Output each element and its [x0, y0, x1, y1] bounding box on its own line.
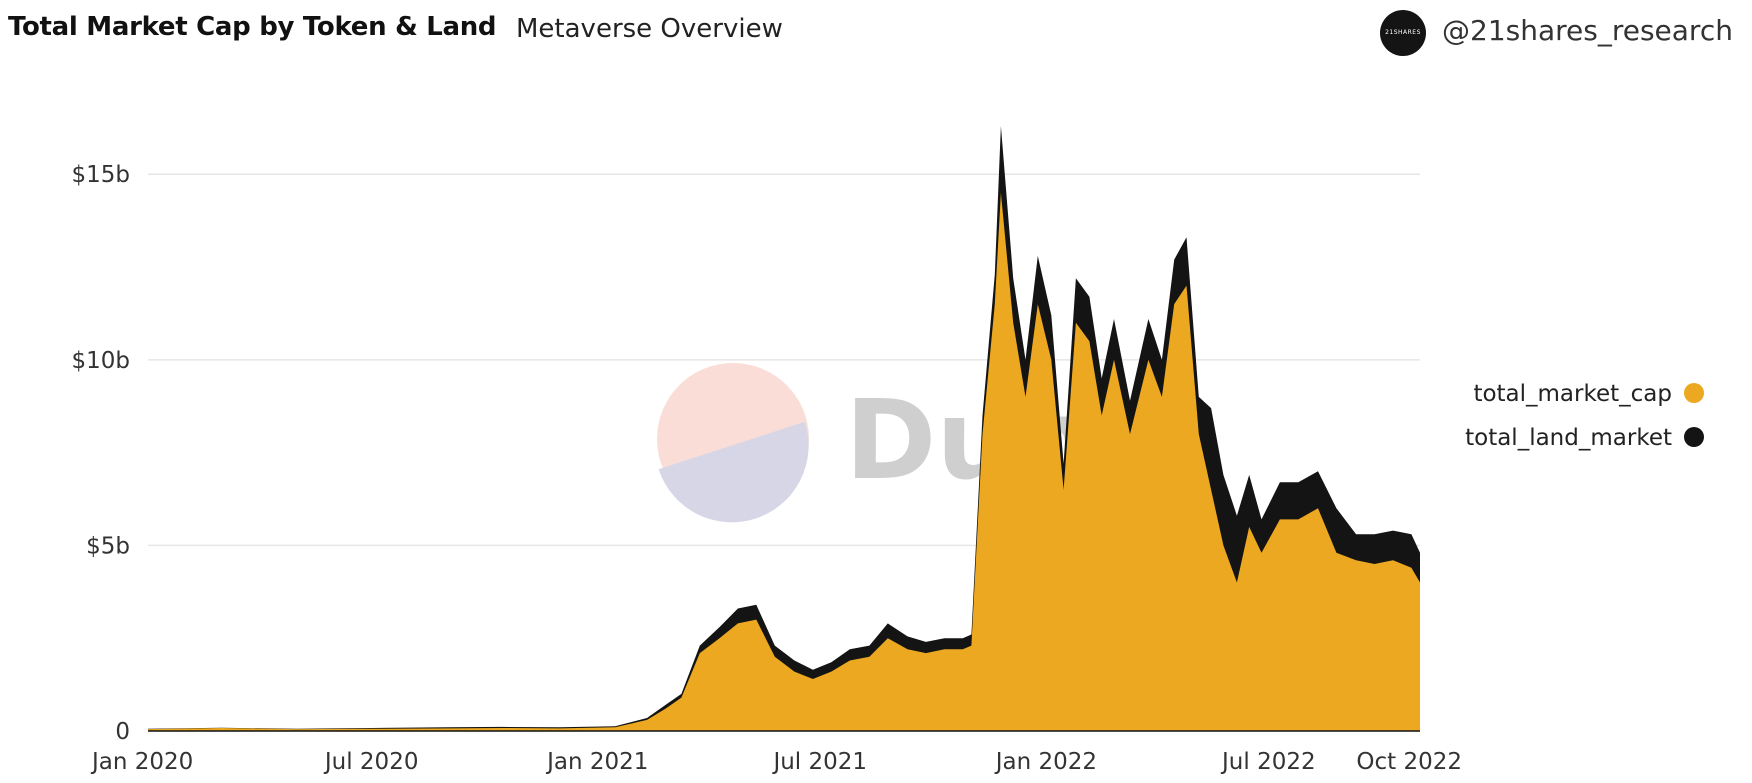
author-handle[interactable]: @21shares_research — [1442, 14, 1733, 47]
x-tick-label: Jul 2022 — [1220, 749, 1316, 775]
x-tick-label: Jan 2021 — [545, 749, 648, 775]
y-tick-label: 0 — [115, 719, 130, 745]
x-tick-label: Jan 2022 — [994, 749, 1097, 775]
y-axis: 0 $5b $10b $15b — [72, 162, 131, 745]
legend-label-total_market_cap: total_market_cap — [1473, 381, 1672, 407]
legend-dot-total_land_market — [1684, 427, 1704, 447]
chart-title: Total Market Cap by Token & Land — [8, 12, 497, 42]
y-tick-label: $15b — [72, 162, 131, 188]
chart-header: Total Market Cap by Token & Land Metaver… — [0, 0, 1752, 64]
series-area-total_market_cap — [148, 192, 1420, 732]
legend-label-total_land_market: total_land_market — [1465, 425, 1672, 451]
chart-areas — [148, 126, 1420, 732]
x-tick-label: Oct 2022 — [1356, 749, 1462, 775]
x-tick-label: Jan 2020 — [90, 749, 193, 775]
y-tick-label: $5b — [86, 533, 130, 559]
x-tick-label: Jul 2020 — [323, 749, 419, 775]
x-tick-label: Jul 2021 — [771, 749, 867, 775]
dune-logo-lower-icon — [658, 421, 809, 523]
dashboard-subtitle: Metaverse Overview — [516, 14, 783, 44]
y-tick-label: $10b — [72, 348, 131, 374]
legend-dot-total_market_cap — [1684, 383, 1704, 403]
chart-legend: total_market_cap total_land_market — [1465, 381, 1704, 451]
x-axis: Jan 2020 Jul 2020 Jan 2021 Jul 2021 Jan 2022… — [90, 730, 1462, 775]
author-avatar[interactable]: 21SHARES — [1380, 10, 1426, 56]
